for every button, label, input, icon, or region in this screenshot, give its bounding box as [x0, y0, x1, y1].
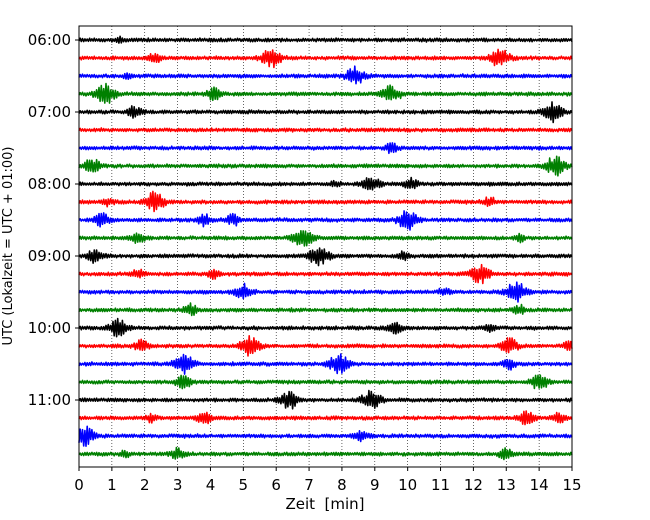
x-axis: 0 1 2 3 4 5 6 7 8 9 10 11 12 13 14 15	[74, 467, 582, 494]
x-tick-label: 9	[370, 476, 380, 494]
trace-0815	[78, 190, 573, 213]
y-tick-label: 10:00	[28, 319, 71, 337]
x-tick-label: 8	[337, 476, 347, 494]
trace-1115	[78, 410, 573, 426]
trace-0615	[78, 48, 573, 69]
trace-0830	[78, 210, 573, 231]
x-tick-label: 2	[140, 476, 150, 494]
x-tick-label: 13	[497, 476, 516, 494]
x-tick-label: 1	[107, 476, 117, 494]
trace-0645	[78, 82, 573, 104]
trace-0700	[78, 101, 573, 124]
trace-1015	[78, 334, 573, 357]
traces	[78, 35, 573, 461]
x-tick-label: 0	[74, 476, 84, 494]
x-tick-label: 15	[562, 476, 581, 494]
x-tick-label: 4	[206, 476, 216, 494]
trace-0745	[78, 155, 573, 177]
x-tick-label: 11	[431, 476, 450, 494]
y-tick-label: 06:00	[28, 31, 71, 49]
trace-0915	[78, 263, 573, 285]
x-axis-label: Zeit [min]	[285, 495, 364, 513]
trace-0600	[78, 35, 573, 44]
y-tick-label: 07:00	[28, 103, 71, 121]
y-axis: 06:00 07:00 08:00 09:00 10:00 11:00	[28, 31, 79, 409]
x-tick-label: 3	[173, 476, 183, 494]
trace-1030	[78, 353, 573, 375]
trace-0730	[78, 142, 573, 155]
x-tick-label: 7	[304, 476, 314, 494]
trace-1000	[78, 317, 573, 338]
trace-0900	[78, 247, 573, 267]
x-tick-label: 10	[398, 476, 417, 494]
trace-0945	[78, 302, 573, 317]
x-tick-label: 5	[239, 476, 249, 494]
x-tick-label: 12	[464, 476, 483, 494]
trace-0800	[78, 176, 573, 191]
trace-0630	[78, 65, 573, 85]
trace-0845	[78, 230, 573, 247]
x-tick-label: 6	[271, 476, 281, 494]
x-tick-label: 14	[530, 476, 549, 494]
trace-0715	[78, 127, 573, 133]
y-tick-label: 08:00	[28, 175, 71, 193]
plot-frame	[78, 25, 573, 468]
trace-1100	[78, 389, 573, 410]
trace-1045	[78, 374, 573, 390]
plot-background	[79, 26, 572, 467]
trace-1145	[78, 446, 573, 461]
trace-0930	[78, 281, 573, 303]
trace-1130	[78, 425, 573, 448]
y-tick-label: 11:00	[28, 391, 71, 409]
y-tick-label: 09:00	[28, 247, 71, 265]
y-axis-label: UTC (Lokalzeit = UTC + 01:00)	[1, 147, 16, 346]
